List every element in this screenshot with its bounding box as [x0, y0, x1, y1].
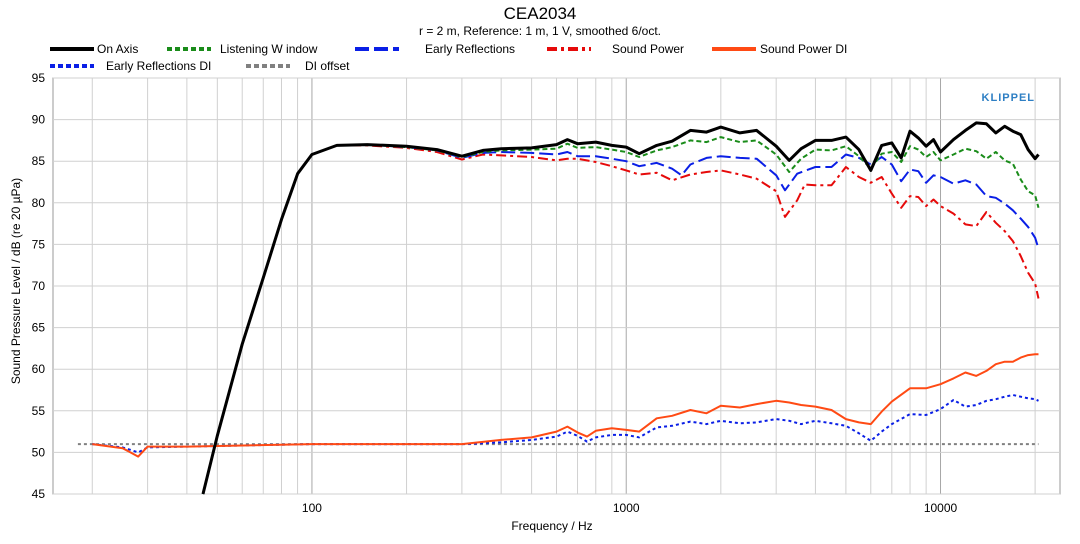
- y-tick-label: 45: [32, 487, 46, 501]
- y-tick-label: 55: [32, 404, 46, 418]
- legend-label: Listening W indow: [220, 42, 318, 56]
- y-tick-label: 80: [32, 196, 46, 210]
- chart-subtitle: r = 2 m, Reference: 1 m, 1 V, smoothed 6…: [419, 24, 661, 38]
- legend: On Axis Listening W indow Early Reflection…: [50, 42, 847, 73]
- legend-label: DI offset: [305, 59, 350, 73]
- x-tick-labels: 100 1000 10000: [302, 501, 958, 515]
- x-tick-label: 100: [302, 501, 322, 515]
- legend-label: On Axis: [97, 42, 138, 56]
- x-axis-label: Frequency / Hz: [511, 519, 592, 533]
- y-tick-label: 50: [32, 445, 46, 459]
- grid: [53, 77, 1060, 495]
- y-tick-label: 85: [32, 154, 46, 168]
- x-tick-label: 1000: [613, 501, 640, 515]
- klippel-watermark: KLIPPEL: [982, 92, 1035, 104]
- y-tick-label: 95: [32, 71, 46, 85]
- y-tick-label: 60: [32, 362, 46, 376]
- chart-title: CEA2034: [504, 4, 577, 23]
- y-axis-label: Sound Pressure Level / dB (re 20 µPa): [9, 178, 23, 384]
- y-tick-label: 75: [32, 237, 46, 251]
- legend-label: Early Reflections: [425, 42, 515, 56]
- series-line-on-axis: [201, 121, 1040, 495]
- series-layer: [77, 121, 1040, 495]
- legend-label: Early Reflections DI: [106, 59, 211, 73]
- x-tick-label: 10000: [924, 501, 958, 515]
- legend-label: Sound Power DI: [760, 42, 847, 56]
- legend-label: Sound Power: [612, 42, 684, 56]
- y-tick-labels: 45 50 55 60 65 70 75 80 85 90 95: [32, 71, 46, 501]
- series-line-sound-power-di: [92, 353, 1039, 458]
- y-tick-label: 90: [32, 113, 46, 127]
- y-tick-label: 65: [32, 321, 46, 335]
- y-tick-label: 70: [32, 279, 46, 293]
- series-line-sound-power: [202, 144, 1040, 495]
